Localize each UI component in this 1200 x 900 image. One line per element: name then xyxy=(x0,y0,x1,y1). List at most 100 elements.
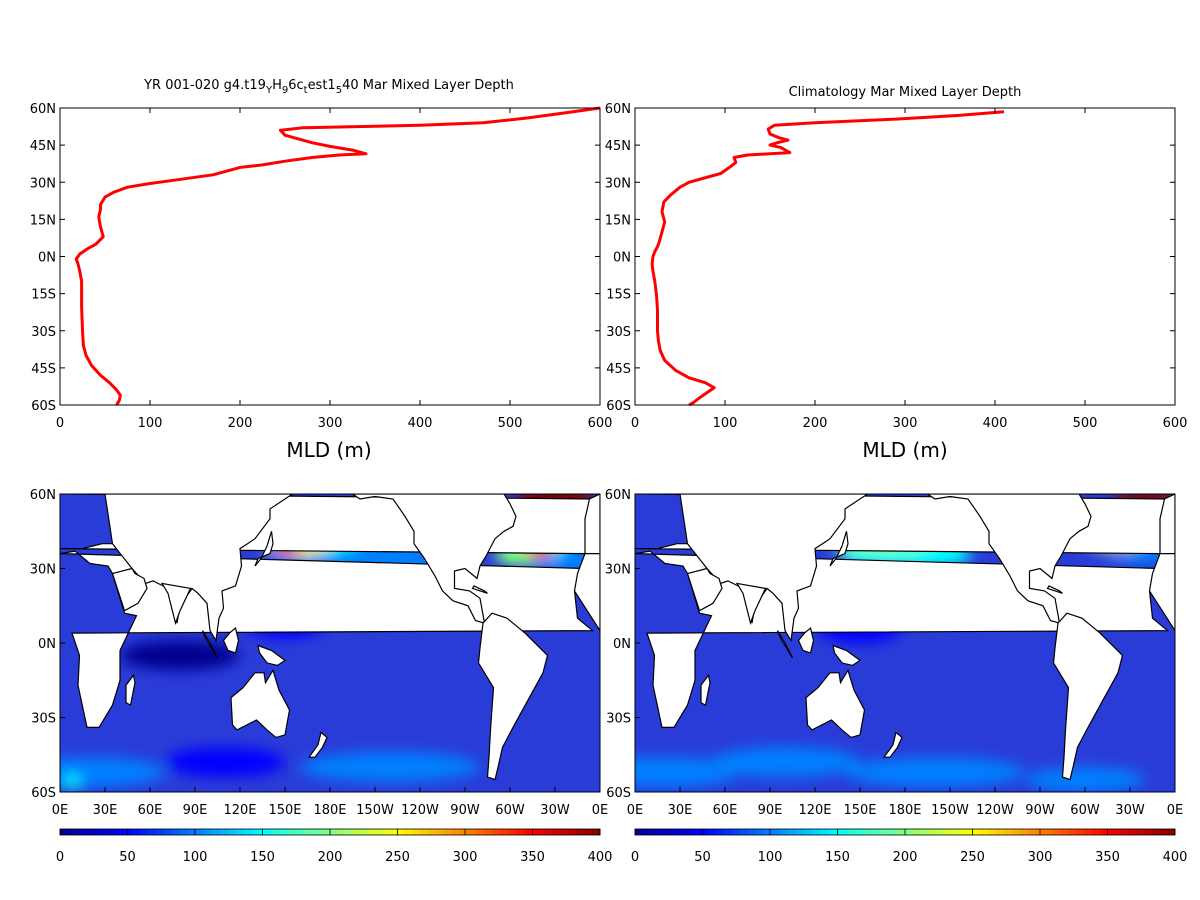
lon-tick-label: 150E xyxy=(843,803,876,818)
lon-tick-label: 120W xyxy=(401,803,439,818)
lon-tick-label: 0E xyxy=(1167,803,1184,818)
landmass-madagascar xyxy=(125,673,136,707)
landmass-africa-wrap xyxy=(1148,553,1175,632)
landmass-australia xyxy=(230,668,291,739)
x-tick-label: 100 xyxy=(138,416,163,431)
mld-profile-line xyxy=(650,110,1005,407)
landmass-newguinea xyxy=(832,644,862,667)
x-tick-label: 100 xyxy=(713,416,738,431)
lon-tick-label: 180E xyxy=(313,803,346,818)
lon-tick-label: 30W xyxy=(1115,803,1145,818)
colorbar-tick-label: 100 xyxy=(758,850,783,865)
landmass-sumatra xyxy=(776,630,794,659)
x-tick-label: 600 xyxy=(1163,416,1188,431)
colorbar-tick-label: 400 xyxy=(1163,850,1188,865)
x-tick-label: 500 xyxy=(498,416,523,431)
lat-tick-label: 30S xyxy=(31,712,56,727)
lat-tick-label: 60S xyxy=(31,786,56,801)
landmass-asia xyxy=(679,494,869,643)
landmass-arabia xyxy=(111,567,148,612)
lon-tick-label: 90E xyxy=(183,803,208,818)
y-tick-label: 15N xyxy=(605,213,631,228)
mld-blob xyxy=(165,747,285,778)
colorbar-tick-label: 0 xyxy=(631,850,639,865)
landmass-newzealand xyxy=(882,731,903,758)
lat-tick-label: 30S xyxy=(606,712,631,727)
title-part: 9 xyxy=(282,85,288,96)
y-tick-label: 0N xyxy=(613,251,631,266)
y-tick-label: 15S xyxy=(606,288,631,303)
title-part: t xyxy=(304,85,308,96)
landmass-northamerica xyxy=(926,494,1092,624)
colorbar-tick-label: 150 xyxy=(825,850,850,865)
landmass-borneo xyxy=(222,627,240,654)
lon-tick-label: 0E xyxy=(627,803,644,818)
y-tick-label: 45N xyxy=(30,139,56,154)
lon-tick-label: 90E xyxy=(758,803,783,818)
lon-tick-label: 30E xyxy=(668,803,693,818)
landmass-northamerica xyxy=(351,494,517,624)
climatology-profile-frame xyxy=(634,107,1176,406)
title-part: H xyxy=(272,78,282,93)
lon-tick-label: 60W xyxy=(1070,803,1100,818)
colorbar-tick-label: 200 xyxy=(318,850,343,865)
lon-tick-label: 60E xyxy=(138,803,163,818)
lon-tick-label: 30W xyxy=(540,803,570,818)
x-tick-label: 500 xyxy=(1073,416,1098,431)
lon-tick-label: 30E xyxy=(93,803,118,818)
landmass-madagascar xyxy=(700,673,711,707)
y-tick-label: 45N xyxy=(605,139,631,154)
colorbar-tick-label: 200 xyxy=(893,850,918,865)
lat-tick-label: 60S xyxy=(606,786,631,801)
lat-tick-label: 30N xyxy=(30,563,56,578)
colorbar-tick-label: 300 xyxy=(453,850,478,865)
y-tick-label: 45S xyxy=(606,362,631,377)
lat-tick-label: 60N xyxy=(605,488,631,503)
title-part: Y xyxy=(265,85,273,96)
colorbar-tick-label: 350 xyxy=(1095,850,1120,865)
title-part: est1 xyxy=(308,78,336,93)
climatology-profile-xlabel: MLD (m) xyxy=(862,438,947,462)
mld-blob xyxy=(1025,767,1145,792)
mld-blob xyxy=(845,757,1025,788)
lon-tick-label: 60E xyxy=(713,803,738,818)
lon-tick-label: 0E xyxy=(592,803,609,818)
x-tick-label: 200 xyxy=(228,416,253,431)
colorbar-tick-label: 400 xyxy=(588,850,613,865)
mld-blob xyxy=(63,774,81,790)
y-tick-label: 45S xyxy=(31,362,56,377)
landmass-cuba xyxy=(471,585,488,594)
landmass-newguinea xyxy=(257,644,287,667)
title-part: YR 001-020 g4.t19 xyxy=(143,78,266,93)
lon-tick-label: 120E xyxy=(223,803,256,818)
landmass-greenland xyxy=(1084,494,1113,495)
y-tick-label: 60N xyxy=(30,102,56,117)
x-tick-label: 600 xyxy=(588,416,613,431)
landmass-newzealand xyxy=(307,731,328,758)
y-tick-label: 60S xyxy=(606,399,631,414)
colorbar-tick-label: 50 xyxy=(694,850,711,865)
y-tick-label: 30N xyxy=(605,176,631,191)
x-tick-label: 400 xyxy=(983,416,1008,431)
lon-tick-label: 120W xyxy=(976,803,1014,818)
model-profile-frame xyxy=(59,107,601,406)
mld-blob xyxy=(300,752,480,783)
mld-profile-line xyxy=(74,106,601,406)
mld-blob xyxy=(710,747,860,778)
colorbar-tick-label: 100 xyxy=(183,850,208,865)
lon-tick-label: 120E xyxy=(798,803,831,818)
title-part: 40 Mar Mixed Layer Depth xyxy=(342,78,514,93)
landmass-sumatra xyxy=(201,630,219,659)
lon-tick-label: 180E xyxy=(888,803,921,818)
y-tick-label: 0N xyxy=(38,251,56,266)
y-tick-label: 30S xyxy=(31,325,56,340)
lon-tick-label: 150W xyxy=(931,803,969,818)
y-tick-label: 30N xyxy=(30,176,56,191)
colorbar-tick-label: 350 xyxy=(520,850,545,865)
x-tick-label: 400 xyxy=(408,416,433,431)
x-tick-label: 300 xyxy=(893,416,918,431)
lon-tick-label: 60W xyxy=(495,803,525,818)
y-tick-label: 60N xyxy=(605,102,631,117)
landmass-southamerica xyxy=(477,612,549,781)
